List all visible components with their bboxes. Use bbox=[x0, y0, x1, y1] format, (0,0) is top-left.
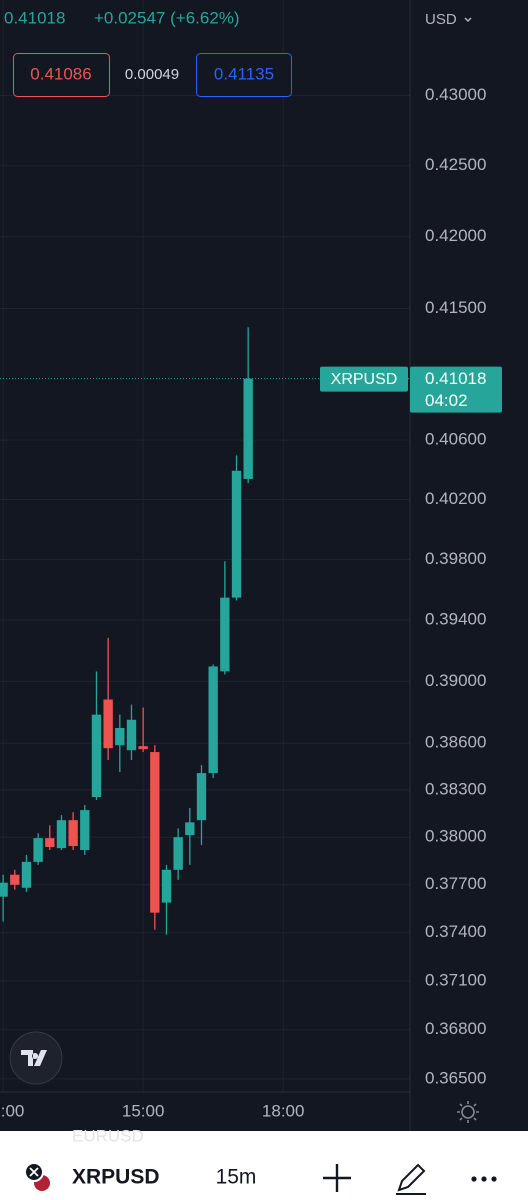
candle-body bbox=[150, 752, 160, 913]
candle bbox=[220, 561, 230, 675]
candle-body bbox=[103, 699, 113, 749]
dot bbox=[481, 1176, 487, 1182]
y-tick-label: 0.43000 bbox=[425, 85, 486, 104]
candle bbox=[45, 825, 55, 850]
more-button[interactable] bbox=[471, 1176, 497, 1182]
header-price: 0.41018 bbox=[4, 8, 65, 27]
y-tick-label: 0.38300 bbox=[425, 779, 486, 798]
candle bbox=[150, 745, 160, 930]
candle-body bbox=[45, 838, 55, 847]
candle-body bbox=[115, 727, 125, 746]
candle bbox=[80, 805, 90, 855]
axis: 0.43000 0.42500 0.42000 0.41500 0.40600 0.402… bbox=[0, 85, 502, 1120]
tv-logo[interactable] bbox=[9, 1031, 63, 1085]
y-tick-label: 0.38000 bbox=[425, 827, 486, 846]
y-tick-label: 0.36800 bbox=[425, 1019, 486, 1038]
logo-mark bbox=[21, 1050, 47, 1066]
currency-caret bbox=[464, 17, 472, 23]
candle-body bbox=[0, 882, 8, 897]
candle bbox=[56, 815, 67, 850]
candle-body bbox=[33, 838, 43, 862]
last-price-bg bbox=[410, 366, 502, 413]
draw-button[interactable] bbox=[396, 1163, 426, 1195]
header-change: +0.02547 (+6.62%) bbox=[94, 8, 240, 27]
candle bbox=[21, 854, 32, 892]
sun bbox=[461, 1105, 475, 1119]
y-tick-label: 0.42000 bbox=[425, 226, 486, 245]
symbol-label: XRPUSD bbox=[331, 371, 398, 388]
currency[interactable]: USD bbox=[425, 11, 457, 28]
y-tick-label: 0.37400 bbox=[425, 922, 486, 941]
candle-body bbox=[208, 666, 218, 774]
countdown: 04:02 bbox=[425, 391, 468, 410]
candle bbox=[115, 714, 125, 773]
candle-body bbox=[68, 820, 78, 847]
y-tick-label: 0.42500 bbox=[425, 155, 486, 174]
spread: 0.00049 bbox=[125, 66, 179, 83]
background bbox=[0, 0, 528, 1130]
candle bbox=[161, 864, 172, 935]
y-tick-label: 0.39400 bbox=[425, 610, 486, 629]
toolbar bbox=[0, 1131, 528, 1200]
dot bbox=[491, 1176, 497, 1182]
candle-body bbox=[185, 822, 195, 836]
candle bbox=[196, 765, 207, 846]
candle bbox=[68, 812, 78, 850]
y-tick-label: 0.41500 bbox=[425, 298, 486, 317]
y-tick-label: 0.36500 bbox=[425, 1068, 486, 1087]
candle bbox=[173, 828, 183, 880]
candle-body bbox=[91, 714, 102, 798]
symbol-label-bg bbox=[320, 366, 408, 392]
candle bbox=[91, 671, 102, 801]
candle bbox=[243, 327, 253, 484]
sun-rays bbox=[457, 1101, 479, 1123]
candle-body bbox=[21, 861, 32, 888]
y-tick-label: 0.40600 bbox=[425, 430, 486, 449]
candle-body bbox=[80, 810, 90, 850]
candle-body bbox=[220, 597, 230, 672]
candle bbox=[10, 869, 20, 890]
ghost-symbol: EURUSD bbox=[72, 1126, 144, 1145]
y-tick-label: 0.39800 bbox=[425, 549, 486, 568]
y-tick-label: 0.39000 bbox=[425, 671, 486, 690]
candle bbox=[138, 707, 148, 753]
crypto-icon-mark bbox=[29, 1167, 39, 1177]
add-button[interactable] bbox=[323, 1164, 351, 1192]
candle bbox=[0, 874, 8, 922]
candle bbox=[126, 704, 137, 761]
x-tick-label: 12:00 bbox=[0, 1101, 24, 1120]
dot bbox=[471, 1176, 477, 1182]
candle-body bbox=[126, 719, 137, 751]
y-tick-label: 0.38600 bbox=[425, 733, 486, 752]
candle bbox=[103, 637, 113, 761]
candle-body bbox=[161, 869, 172, 903]
candle bbox=[231, 455, 242, 601]
candle-body bbox=[196, 773, 207, 821]
candle-body bbox=[138, 746, 148, 750]
ask: 0.41135 bbox=[214, 64, 274, 83]
x-tick-label: 18:00 bbox=[262, 1101, 305, 1120]
candle-body bbox=[243, 378, 253, 479]
interval[interactable]: 15m bbox=[216, 1166, 257, 1189]
theme-icon[interactable] bbox=[457, 1101, 479, 1123]
candle bbox=[185, 808, 195, 865]
y-tick-label: 0.37100 bbox=[425, 970, 486, 989]
ask-box[interactable] bbox=[196, 53, 292, 97]
candle-body bbox=[56, 820, 67, 849]
y-tick-label: 0.37700 bbox=[425, 874, 486, 893]
last-price: 0.41018 bbox=[425, 369, 486, 388]
candle-body bbox=[173, 837, 183, 870]
y-tick-label: 0.40200 bbox=[425, 489, 486, 508]
bid: 0.41086 bbox=[30, 64, 91, 83]
candle-body bbox=[10, 874, 20, 885]
candles bbox=[0, 327, 253, 935]
bid-box[interactable] bbox=[13, 53, 110, 97]
candle-body bbox=[231, 470, 242, 598]
x-tick-label: 15:00 bbox=[122, 1101, 165, 1120]
candle bbox=[208, 664, 218, 779]
candle bbox=[33, 833, 43, 865]
symbol[interactable]: XRPUSD bbox=[72, 1166, 160, 1189]
